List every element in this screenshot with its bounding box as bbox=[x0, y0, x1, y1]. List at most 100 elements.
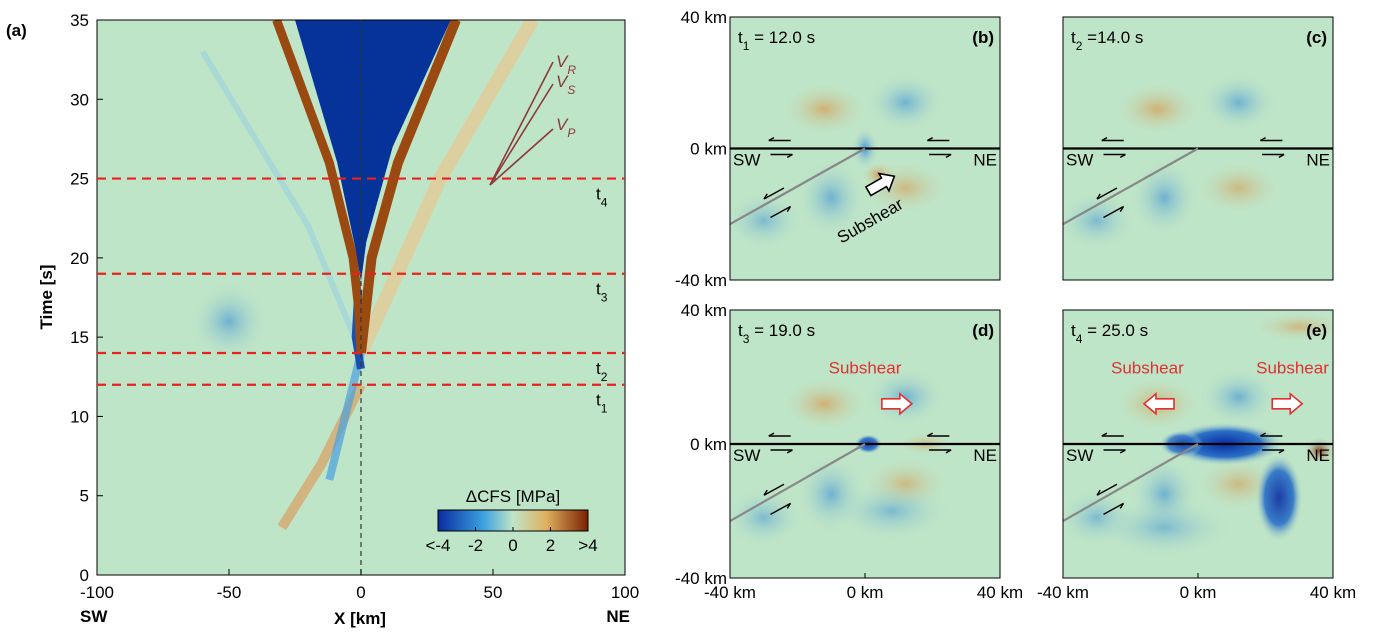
colorbar-tick-label: 0 bbox=[508, 536, 517, 555]
wave-line bbox=[489, 83, 554, 186]
blob bbox=[1094, 497, 1235, 558]
wave-label-part: S bbox=[567, 83, 575, 97]
x-tick-label: -40 km bbox=[1037, 583, 1089, 602]
time-label: t4 = 25.0 s bbox=[1071, 321, 1148, 346]
slip-arrow-head bbox=[1119, 502, 1125, 509]
wave-line bbox=[489, 128, 554, 186]
time-line-label: t2 bbox=[596, 359, 608, 384]
time-label: t2 =14.0 s bbox=[1071, 28, 1143, 53]
blob bbox=[779, 375, 870, 432]
side-label: NE bbox=[973, 151, 997, 170]
panel-label: (a) bbox=[6, 21, 27, 40]
slip-arrow bbox=[1103, 205, 1124, 219]
time-label-part: 2 bbox=[1076, 39, 1083, 53]
side-label: NE bbox=[1306, 151, 1330, 170]
blob bbox=[189, 281, 269, 362]
blob bbox=[1198, 72, 1279, 133]
branch-fault bbox=[1062, 443, 1199, 523]
x-tick-label: -100 bbox=[80, 583, 114, 602]
band bbox=[356, 20, 461, 354]
slip-arrow bbox=[770, 502, 791, 515]
time-line-label: t4 bbox=[596, 185, 608, 210]
side-label: SW bbox=[733, 446, 760, 465]
slip-arrow-head bbox=[927, 432, 933, 437]
y-tick-label: 0 bbox=[80, 566, 89, 585]
panel-label: (e) bbox=[1306, 321, 1327, 340]
colorbar-tick-label: 2 bbox=[546, 536, 555, 555]
slip-arrow-head bbox=[945, 153, 952, 158]
slip-arrow-head bbox=[1260, 432, 1266, 437]
branch-fault bbox=[729, 147, 866, 226]
colorbar-tick-label: <-4 bbox=[425, 536, 450, 555]
blob bbox=[779, 81, 870, 138]
slip-arrow-head bbox=[786, 449, 793, 454]
time-label-part: t bbox=[738, 321, 743, 340]
x-tick-label: -40 km bbox=[704, 583, 756, 602]
time-label-part: = 12.0 s bbox=[749, 28, 815, 47]
annotation: Subshear bbox=[1111, 359, 1184, 378]
branch-fault bbox=[1062, 147, 1199, 226]
slip-arrow bbox=[770, 205, 791, 219]
colorbar-title: ΔCFS [MPa] bbox=[466, 487, 560, 506]
x-label: X [km] bbox=[334, 609, 386, 628]
x-tick-label: 0 bbox=[356, 583, 365, 602]
y-tick-label: 5 bbox=[80, 487, 89, 506]
blob bbox=[832, 481, 952, 541]
y-tick-label: 40 km bbox=[681, 8, 727, 27]
time-label-part: t bbox=[738, 28, 743, 47]
y-tick-label: 15 bbox=[70, 328, 89, 347]
time-label-part: t bbox=[1071, 28, 1076, 47]
side-label: SW bbox=[1066, 151, 1093, 170]
y-tick-label: 35 bbox=[70, 11, 89, 30]
y-label: Time [s] bbox=[37, 265, 56, 330]
x-tick-label: 40 km bbox=[1310, 583, 1356, 602]
time-line-label-part: t bbox=[596, 185, 601, 204]
x-tick-label: 50 bbox=[484, 583, 503, 602]
annotation: Subshear bbox=[1256, 359, 1329, 378]
blob bbox=[1129, 157, 1200, 238]
wave-label-part: V bbox=[556, 72, 569, 91]
slip-arrow bbox=[1096, 187, 1118, 200]
wave-line bbox=[489, 61, 554, 186]
time-line-label-part: t bbox=[596, 359, 601, 378]
y-tick-label: 10 bbox=[70, 407, 89, 426]
blob bbox=[865, 367, 946, 428]
x-tick-label: 40 km bbox=[977, 583, 1023, 602]
blob bbox=[730, 487, 804, 548]
blob bbox=[1249, 310, 1333, 343]
subshear-arrow bbox=[881, 392, 914, 416]
time-label-part: =14.0 s bbox=[1082, 28, 1143, 47]
end-label: SW bbox=[80, 607, 108, 626]
slip-arrow bbox=[1103, 502, 1124, 515]
slip-arrow-head bbox=[1278, 153, 1285, 158]
end-label: NE bbox=[606, 607, 630, 626]
wave-label: VS bbox=[556, 72, 575, 97]
time-line-label: t1 bbox=[596, 391, 608, 416]
y-tick-label: 20 bbox=[70, 249, 89, 268]
band bbox=[272, 20, 366, 354]
slip-arrow-head bbox=[1260, 137, 1266, 142]
time-line-label-part: t bbox=[596, 280, 601, 299]
slip-arrow-head bbox=[1119, 206, 1125, 212]
slip-arrow-head bbox=[1096, 489, 1101, 496]
wave-label: VR bbox=[556, 52, 576, 77]
panel-label: (d) bbox=[972, 321, 994, 340]
blob bbox=[730, 190, 804, 251]
y-tick-label: 0 km bbox=[690, 140, 727, 159]
blob bbox=[1112, 81, 1203, 138]
blob bbox=[865, 72, 946, 133]
time-line-label-part: 1 bbox=[601, 402, 608, 416]
slip-arrow-head bbox=[1096, 193, 1101, 200]
slip-arrow-head bbox=[1101, 432, 1108, 437]
slip-arrow-head bbox=[786, 153, 793, 158]
slip-arrow bbox=[763, 483, 785, 496]
panel-label: (c) bbox=[1306, 28, 1327, 47]
slip-arrow-head bbox=[786, 206, 792, 212]
slip-arrow-head bbox=[927, 137, 933, 142]
panel-label: (b) bbox=[972, 28, 994, 47]
blob bbox=[1063, 190, 1137, 251]
slip-arrow-head bbox=[1119, 153, 1126, 158]
x-tick-label: 0 km bbox=[847, 583, 884, 602]
colorbar-tick-label: >4 bbox=[578, 536, 597, 555]
slip-arrow-head bbox=[945, 449, 952, 454]
